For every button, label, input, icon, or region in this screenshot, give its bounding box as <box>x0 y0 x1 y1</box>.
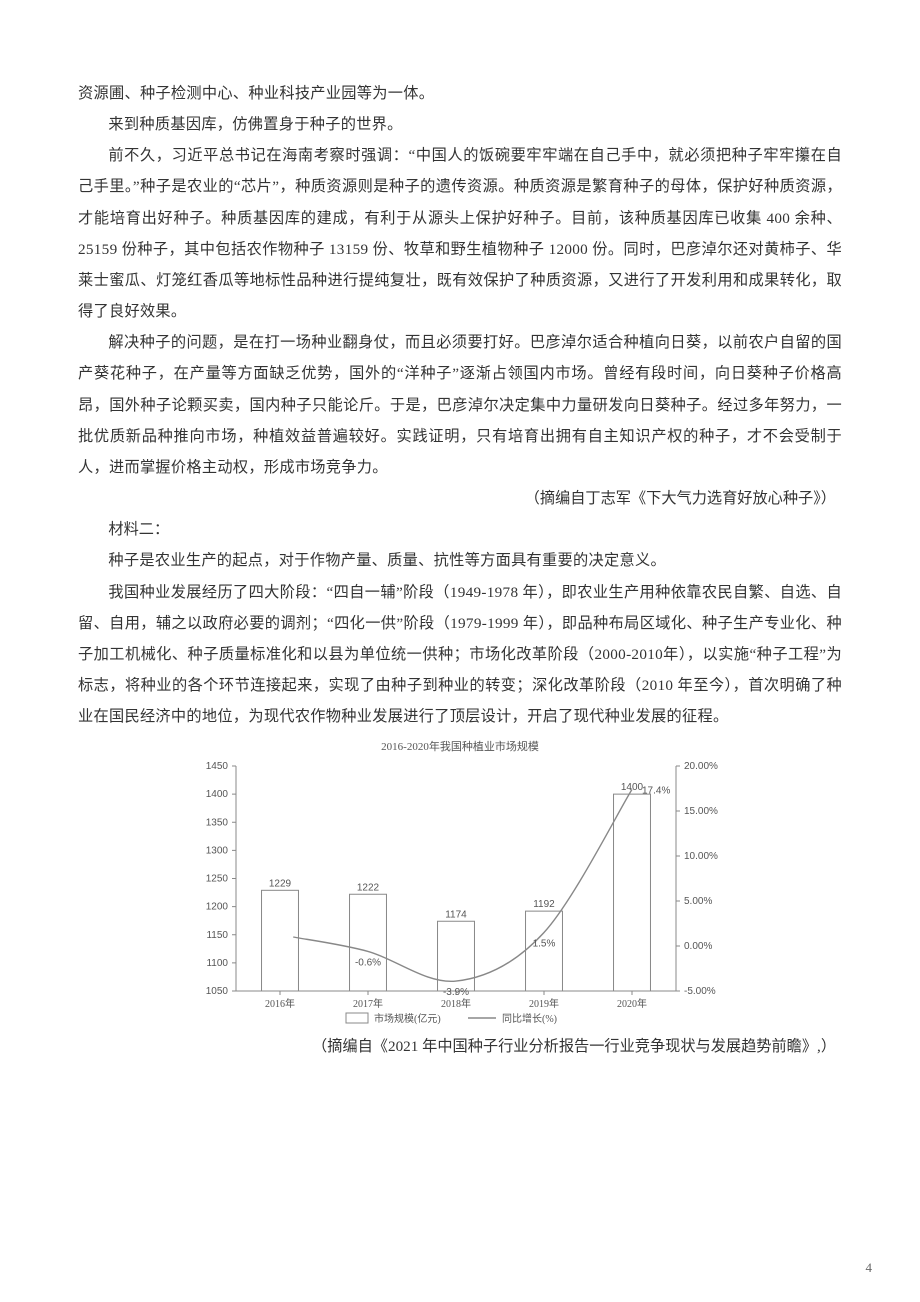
paragraph-3: 前不久，习近平总书记在海南考察时强调：“中国人的饭碗要牢牢端在自己手中，就必须把… <box>78 140 842 327</box>
svg-text:-0.6%: -0.6% <box>355 958 381 969</box>
paragraph-6: 我国种业发展经历了四大阶段：“四自一辅”阶段（1949-1978 年），即农业生… <box>78 577 842 733</box>
page-number: 4 <box>866 1260 873 1276</box>
svg-text:-3.9%: -3.9% <box>443 987 469 998</box>
svg-text:2019年: 2019年 <box>529 997 559 1010</box>
svg-text:1250: 1250 <box>206 874 229 885</box>
svg-text:1400: 1400 <box>621 782 644 793</box>
svg-text:1050: 1050 <box>206 986 229 997</box>
chart-container: 2016-2020年我国种植业市场规模 1050 1100 1150 1200 1250… <box>180 738 740 1031</box>
svg-text:2020年: 2020年 <box>617 997 647 1010</box>
svg-text:1.5%: 1.5% <box>533 939 556 950</box>
svg-text:同比增长(%): 同比增长(%) <box>502 1012 557 1025</box>
svg-text:市场规模(亿元): 市场规模(亿元) <box>374 1012 441 1025</box>
citation-2: （摘编自《2021 年中国种子行业分析报告一行业竞争现状与发展趋势前瞻》,） <box>78 1031 842 1062</box>
citation-1: （摘编自丁志军《下大气力选育好放心种子》） <box>78 483 842 514</box>
svg-text:2016年: 2016年 <box>265 997 295 1010</box>
svg-text:1229: 1229 <box>269 879 292 890</box>
svg-text:2017年: 2017年 <box>353 997 383 1010</box>
svg-text:1300: 1300 <box>206 846 229 857</box>
paragraph-2: 来到种质基因库，仿佛置身于种子的世界。 <box>78 109 842 140</box>
material-2-label: 材料二： <box>78 514 842 545</box>
svg-text:10.00%: 10.00% <box>684 851 718 862</box>
paragraph-5: 种子是农业生产的起点，对于作物产量、质量、抗性等方面具有重要的决定意义。 <box>78 545 842 576</box>
svg-text:20.00%: 20.00% <box>684 761 718 772</box>
svg-text:2018年: 2018年 <box>441 997 471 1010</box>
svg-text:5.00%: 5.00% <box>684 896 712 907</box>
svg-text:1150: 1150 <box>206 930 228 941</box>
svg-text:1192: 1192 <box>533 899 555 910</box>
chart-svg: 1050 1100 1150 1200 1250 1300 1350 1400 1450 -5.0… <box>180 756 740 1031</box>
svg-text:0.00%: 0.00% <box>684 941 712 952</box>
svg-text:1350: 1350 <box>206 818 229 829</box>
paragraph-1: 资源圃、种子检测中心、种业科技产业园等为一体。 <box>78 78 842 109</box>
paragraph-4: 解决种子的问题，是在打一场种业翻身仗，而且必须要打好。巴彦淖尔适合种植向日葵，以… <box>78 327 842 483</box>
svg-text:1222: 1222 <box>357 883 380 894</box>
chart-title: 2016-2020年我国种植业市场规模 <box>180 738 740 754</box>
svg-text:1100: 1100 <box>206 958 228 969</box>
svg-text:15.00%: 15.00% <box>684 806 718 817</box>
svg-text:1400: 1400 <box>206 789 229 800</box>
svg-text:1450: 1450 <box>206 761 229 772</box>
svg-text:-5.00%: -5.00% <box>684 986 716 997</box>
svg-text:1174: 1174 <box>445 910 467 921</box>
svg-text:17.4%: 17.4% <box>642 786 670 797</box>
svg-text:1200: 1200 <box>206 902 229 913</box>
